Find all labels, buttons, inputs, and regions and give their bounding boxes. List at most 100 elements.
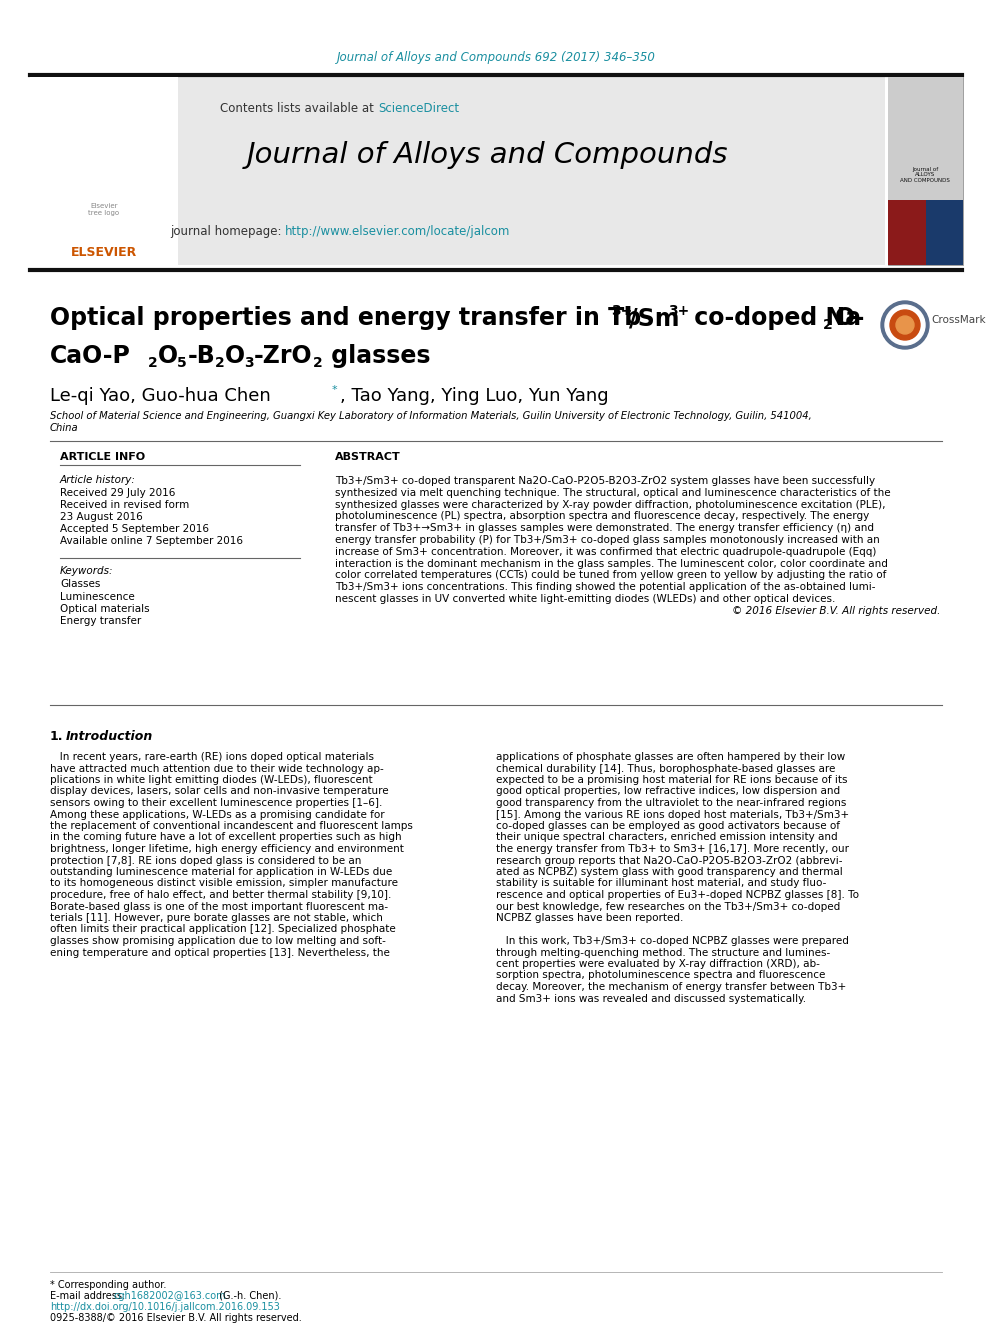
Text: Luminescence: Luminescence <box>60 591 135 602</box>
Text: transfer of Tb3+→Sm3+ in glasses samples were demonstrated. The energy transfer : transfer of Tb3+→Sm3+ in glasses samples… <box>335 523 874 533</box>
Text: O-: O- <box>835 306 865 329</box>
Text: applications of phosphate glasses are often hampered by their low: applications of phosphate glasses are of… <box>496 751 845 762</box>
Text: outstanding luminescence material for application in W-LEDs due: outstanding luminescence material for ap… <box>50 867 392 877</box>
Text: 1.: 1. <box>50 730 63 744</box>
Text: -B: -B <box>188 344 215 368</box>
Text: Tb3+/Sm3+ co-doped transparent Na2O-CaO-P2O5-B2O3-ZrO2 system glasses have been : Tb3+/Sm3+ co-doped transparent Na2O-CaO-… <box>335 476 875 486</box>
Circle shape <box>881 302 929 349</box>
Text: http://dx.doi.org/10.1016/j.jallcom.2016.09.153: http://dx.doi.org/10.1016/j.jallcom.2016… <box>50 1302 280 1312</box>
Text: Journal of Alloys and Compounds: Journal of Alloys and Compounds <box>247 142 729 169</box>
Text: 2: 2 <box>215 356 225 370</box>
Text: stability is suitable for illuminant host material, and study fluo-: stability is suitable for illuminant hos… <box>496 878 826 889</box>
Text: Tb3+/Sm3+ ions concentrations. This finding showed the potential application of : Tb3+/Sm3+ ions concentrations. This find… <box>335 582 876 593</box>
Circle shape <box>896 316 914 333</box>
Text: 0925-8388/© 2016 Elsevier B.V. All rights reserved.: 0925-8388/© 2016 Elsevier B.V. All right… <box>50 1312 302 1323</box>
Text: interaction is the dominant mechanism in the glass samples. The luminescent colo: interaction is the dominant mechanism in… <box>335 558 888 569</box>
Text: Borate-based glass is one of the most important fluorescent ma-: Borate-based glass is one of the most im… <box>50 901 388 912</box>
Text: Available online 7 September 2016: Available online 7 September 2016 <box>60 536 243 546</box>
Text: their unique spectral characters, enriched emission intensity and: their unique spectral characters, enrich… <box>496 832 837 843</box>
Text: ELSEVIER: ELSEVIER <box>70 246 137 258</box>
Text: ated as NCPBZ) system glass with good transparency and thermal: ated as NCPBZ) system glass with good tr… <box>496 867 843 877</box>
Text: to its homogeneous distinct visible emission, simpler manufacture: to its homogeneous distinct visible emis… <box>50 878 398 889</box>
Circle shape <box>890 310 920 340</box>
Text: synthesized via melt quenching technique. The structural, optical and luminescen: synthesized via melt quenching technique… <box>335 488 891 497</box>
Text: Le-qi Yao, Guo-hua Chen: Le-qi Yao, Guo-hua Chen <box>50 388 271 405</box>
Text: 5: 5 <box>177 356 186 370</box>
Text: 3+: 3+ <box>611 304 632 318</box>
Text: 23 August 2016: 23 August 2016 <box>60 512 143 523</box>
Text: often limits their practical application [12]. Specialized phosphate: often limits their practical application… <box>50 925 396 934</box>
Text: In recent years, rare-earth (RE) ions doped optical materials: In recent years, rare-earth (RE) ions do… <box>50 751 374 762</box>
Text: ABSTRACT: ABSTRACT <box>335 452 401 462</box>
Text: [15]. Among the various RE ions doped host materials, Tb3+/Sm3+: [15]. Among the various RE ions doped ho… <box>496 810 849 819</box>
Text: 2: 2 <box>823 318 832 332</box>
Bar <box>30 77 885 265</box>
Text: Introduction: Introduction <box>66 730 153 744</box>
Text: 2: 2 <box>313 356 322 370</box>
Text: nescent glasses in UV converted white light-emitting diodes (WLEDs) and other op: nescent glasses in UV converted white li… <box>335 594 835 605</box>
Text: good optical properties, low refractive indices, low dispersion and: good optical properties, low refractive … <box>496 786 840 796</box>
Text: have attracted much attention due to their wide technology ap-: have attracted much attention due to the… <box>50 763 384 774</box>
Text: http://www.elsevier.com/locate/jalcom: http://www.elsevier.com/locate/jalcom <box>285 225 510 238</box>
Bar <box>926 200 963 265</box>
Text: CaO-P: CaO-P <box>50 344 131 368</box>
Text: in the coming future have a lot of excellent properties such as high: in the coming future have a lot of excel… <box>50 832 402 843</box>
Text: In this work, Tb3+/Sm3+ co-doped NCPBZ glasses were prepared: In this work, Tb3+/Sm3+ co-doped NCPBZ g… <box>496 935 849 946</box>
Text: Among these applications, W-LEDs as a promising candidate for: Among these applications, W-LEDs as a pr… <box>50 810 385 819</box>
Text: terials [11]. However, pure borate glasses are not stable, which: terials [11]. However, pure borate glass… <box>50 913 383 923</box>
Text: O: O <box>225 344 245 368</box>
Text: © 2016 Elsevier B.V. All rights reserved.: © 2016 Elsevier B.V. All rights reserved… <box>732 606 940 615</box>
Text: Elsevier
tree logo: Elsevier tree logo <box>88 204 120 217</box>
Text: Article history:: Article history: <box>60 475 136 486</box>
Text: Journal of Alloys and Compounds 692 (2017) 346–350: Journal of Alloys and Compounds 692 (201… <box>336 52 656 65</box>
Text: (G.-h. Chen).: (G.-h. Chen). <box>216 1291 282 1301</box>
Text: Optical properties and energy transfer in Tb: Optical properties and energy transfer i… <box>50 306 641 329</box>
Text: ScienceDirect: ScienceDirect <box>378 102 459 115</box>
Text: brightness, longer lifetime, high energy efficiency and environment: brightness, longer lifetime, high energy… <box>50 844 404 855</box>
Text: Accepted 5 September 2016: Accepted 5 September 2016 <box>60 524 209 534</box>
Text: /Sm: /Sm <box>629 306 680 329</box>
Text: -ZrO: -ZrO <box>254 344 312 368</box>
Text: decay. Moreover, the mechanism of energy transfer between Tb3+: decay. Moreover, the mechanism of energy… <box>496 982 846 992</box>
Text: color correlated temperatures (CCTs) could be tuned from yellow green to yellow : color correlated temperatures (CCTs) cou… <box>335 570 887 581</box>
Text: sorption spectra, photoluminescence spectra and fluorescence: sorption spectra, photoluminescence spec… <box>496 971 825 980</box>
Text: Contents lists available at: Contents lists available at <box>220 102 378 115</box>
Text: research group reports that Na2O-CaO-P2O5-B2O3-ZrO2 (abbrevi-: research group reports that Na2O-CaO-P2O… <box>496 856 842 865</box>
Text: the energy transfer from Tb3+ to Sm3+ [16,17]. More recently, our: the energy transfer from Tb3+ to Sm3+ [1… <box>496 844 849 855</box>
Text: Optical materials: Optical materials <box>60 605 150 614</box>
Text: good transparency from the ultraviolet to the near-infrared regions: good transparency from the ultraviolet t… <box>496 798 846 808</box>
Text: Received in revised form: Received in revised form <box>60 500 189 509</box>
Text: energy transfer probability (P) for Tb3+/Sm3+ co-doped glass samples monotonousl: energy transfer probability (P) for Tb3+… <box>335 534 880 545</box>
Text: the replacement of conventional incandescent and fluorescent lamps: the replacement of conventional incandes… <box>50 822 413 831</box>
Text: Glasses: Glasses <box>60 579 100 589</box>
Text: China: China <box>50 423 78 433</box>
Text: through melting-quenching method. The structure and lumines-: through melting-quenching method. The st… <box>496 947 830 958</box>
Text: and Sm3+ ions was revealed and discussed systematically.: and Sm3+ ions was revealed and discussed… <box>496 994 806 1004</box>
Text: School of Material Science and Engineering, Guangxi Key Laboratory of Informatio: School of Material Science and Engineeri… <box>50 411 811 421</box>
Text: ening temperature and optical properties [13]. Nevertheless, the: ening temperature and optical properties… <box>50 947 390 958</box>
Text: glasses show promising application due to low melting and soft-: glasses show promising application due t… <box>50 935 386 946</box>
Text: display devices, lasers, solar cells and non-invasive temperature: display devices, lasers, solar cells and… <box>50 786 389 796</box>
Text: Energy transfer: Energy transfer <box>60 617 141 627</box>
Text: protection [7,8]. RE ions doped glass is considered to be an: protection [7,8]. RE ions doped glass is… <box>50 856 361 865</box>
Text: Journal of
ALLOYS
AND COMPOUNDS: Journal of ALLOYS AND COMPOUNDS <box>900 167 950 184</box>
Text: cgh1682002@163.com: cgh1682002@163.com <box>114 1291 226 1301</box>
Text: synthesized glasses were characterized by X-ray powder diffraction, photolumines: synthesized glasses were characterized b… <box>335 500 886 509</box>
Text: our best knowledge, few researches on the Tb3+/Sm3+ co-doped: our best knowledge, few researches on th… <box>496 901 840 912</box>
Text: , Tao Yang, Ying Luo, Yun Yang: , Tao Yang, Ying Luo, Yun Yang <box>340 388 609 405</box>
Text: 3: 3 <box>244 356 254 370</box>
Text: 2: 2 <box>148 356 158 370</box>
Text: glasses: glasses <box>323 344 431 368</box>
Text: CrossMark: CrossMark <box>931 315 986 325</box>
Text: photoluminescence (PL) spectra, absorption spectra and fluorescence decay, respe: photoluminescence (PL) spectra, absorpti… <box>335 512 869 521</box>
Text: Received 29 July 2016: Received 29 July 2016 <box>60 488 176 497</box>
Text: *: * <box>332 385 337 396</box>
Text: NCPBZ glasses have been reported.: NCPBZ glasses have been reported. <box>496 913 683 923</box>
Bar <box>888 77 963 265</box>
Text: plications in white light emitting diodes (W-LEDs), fluorescent: plications in white light emitting diode… <box>50 775 373 785</box>
Text: co-doped Na: co-doped Na <box>686 306 861 329</box>
Text: ARTICLE INFO: ARTICLE INFO <box>60 452 145 462</box>
Text: sensors owing to their excellent luminescence properties [1–6].: sensors owing to their excellent lumines… <box>50 798 382 808</box>
Bar <box>888 77 963 200</box>
Text: O: O <box>158 344 179 368</box>
